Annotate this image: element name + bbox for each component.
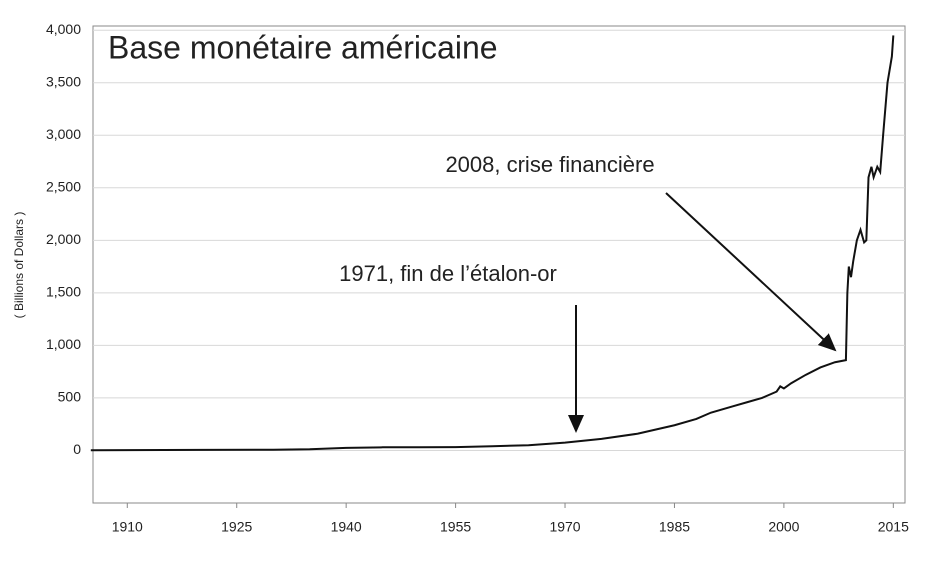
y-tick-label: 2,500 <box>46 179 81 195</box>
x-tick-label: 2015 <box>878 519 909 535</box>
x-tick-label: 1925 <box>221 519 252 535</box>
y-tick-label: 4,000 <box>46 21 81 37</box>
y-tick-label: 3,500 <box>46 73 81 89</box>
x-tick-label: 1940 <box>331 519 362 535</box>
chart-title: Base monétaire américaine <box>108 29 498 65</box>
y-axis-label: ( Billions of Dollars ) <box>12 212 26 319</box>
x-tick-label: 1910 <box>112 519 143 535</box>
y-tick-label: 500 <box>58 389 82 405</box>
y-tick-label: 2,000 <box>46 231 81 247</box>
annotation: 1971, fin de l’étalon-or <box>339 261 557 286</box>
x-tick-label: 1985 <box>659 519 690 535</box>
x-tick-label: 2000 <box>768 519 799 535</box>
x-tick-label: 1970 <box>549 519 580 535</box>
line-series <box>90 35 895 452</box>
x-tick-label: 1955 <box>440 519 471 535</box>
plot-frame <box>92 25 906 504</box>
y-tick-label: 1,500 <box>46 284 81 300</box>
y-tick-label: 3,000 <box>46 126 81 142</box>
annotation: 2008, crise financière <box>445 152 654 177</box>
y-tick-label: 0 <box>73 441 81 457</box>
y-tick-label: 1,000 <box>46 336 81 352</box>
annotation-arrow <box>665 192 837 352</box>
